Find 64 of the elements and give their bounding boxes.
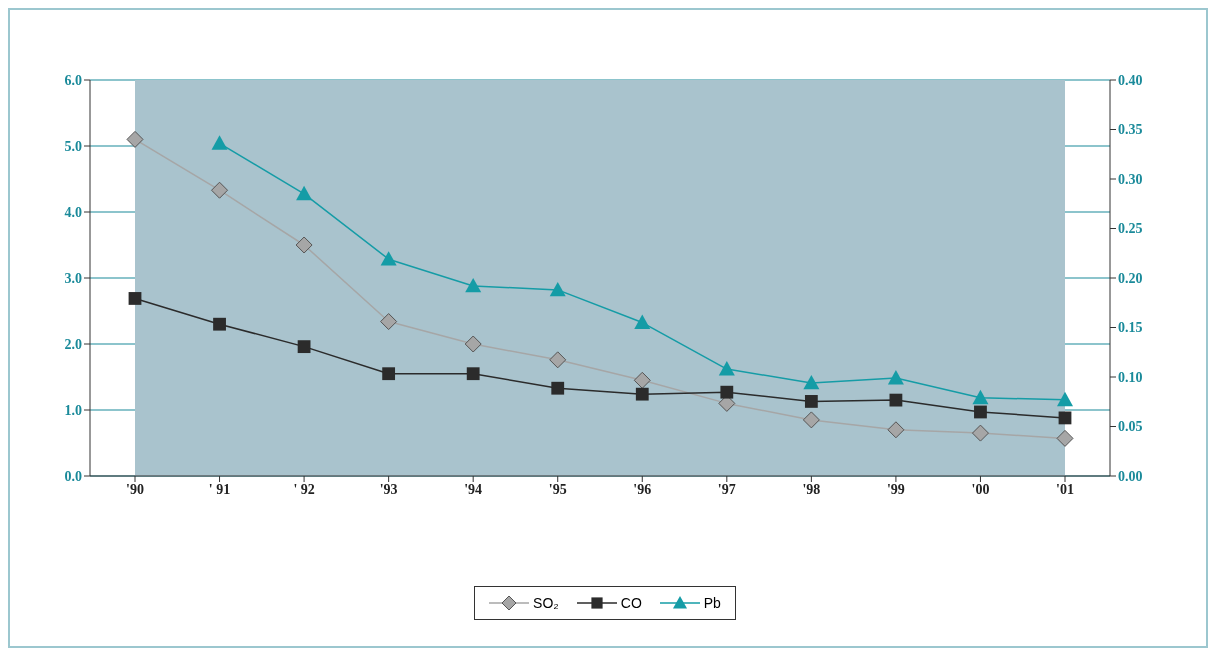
- point: [889, 393, 903, 407]
- point: [296, 185, 313, 201]
- y2-tick-label: 0.00: [1118, 468, 1143, 484]
- point: [633, 371, 651, 389]
- point: [802, 411, 820, 429]
- x-tick-label: '96: [633, 481, 652, 497]
- point: [971, 424, 989, 442]
- point: [380, 251, 397, 266]
- point: [466, 367, 480, 381]
- x-tick-label: '97: [717, 481, 736, 497]
- x-tick-label: '94: [464, 481, 483, 497]
- point: [887, 421, 905, 439]
- point: [549, 351, 567, 369]
- point: [295, 236, 313, 254]
- point: [1057, 391, 1073, 407]
- point: [297, 340, 311, 354]
- point: [804, 395, 818, 408]
- y2-tick-label: 0.35: [1118, 122, 1143, 138]
- y2-tick-label: 0.05: [1118, 419, 1143, 435]
- point: [211, 181, 229, 199]
- legend-label: SO₂: [533, 595, 559, 611]
- point: [635, 387, 649, 401]
- point: [634, 314, 651, 329]
- y2-tick-label: 0.10: [1118, 369, 1143, 385]
- point: [380, 313, 398, 331]
- point: [803, 374, 820, 390]
- y-tick-label: 3.0: [64, 270, 82, 286]
- point: [213, 317, 226, 331]
- point: [126, 130, 144, 148]
- x-tick-label: '90: [126, 481, 144, 497]
- point: [128, 292, 142, 305]
- y2-tick-label: 0.30: [1118, 171, 1143, 187]
- point: [974, 405, 987, 419]
- y-tick-label: 5.0: [64, 138, 82, 154]
- x-tick-label: '98: [802, 481, 821, 497]
- legend-label: Pb: [703, 595, 721, 611]
- point: [549, 281, 566, 297]
- y-tick-label: 0.0: [64, 468, 82, 484]
- point: [551, 381, 565, 395]
- point: [972, 389, 989, 405]
- x-tick-label: '99: [886, 481, 905, 497]
- y-tick-label: 4.0: [64, 204, 82, 220]
- point: [465, 277, 482, 293]
- y-tick-label: 6.0: [64, 72, 82, 88]
- point: [464, 335, 482, 353]
- y-tick-label: 2.0: [64, 336, 82, 352]
- point: [1056, 429, 1074, 447]
- x-tick-label: ' 91: [208, 481, 231, 497]
- point: [211, 135, 228, 150]
- x-tick-label: ' 92: [293, 481, 315, 497]
- legend-label: CO: [620, 595, 642, 611]
- y2-tick-label: 0.20: [1118, 270, 1143, 286]
- y2-tick-label: 0.15: [1118, 320, 1143, 336]
- x-tick-label: '95: [548, 481, 567, 497]
- point: [382, 367, 396, 381]
- point: [720, 385, 734, 399]
- y-tick-label: 1.0: [64, 402, 82, 418]
- x-tick-label: '00: [971, 481, 990, 497]
- x-tick-label: '93: [379, 481, 398, 497]
- y2-tick-label: 0.25: [1118, 221, 1143, 237]
- x-tick-label: '01: [1056, 481, 1074, 497]
- point: [718, 361, 735, 376]
- y2-tick-label: 0.40: [1118, 72, 1143, 88]
- point: [887, 369, 904, 385]
